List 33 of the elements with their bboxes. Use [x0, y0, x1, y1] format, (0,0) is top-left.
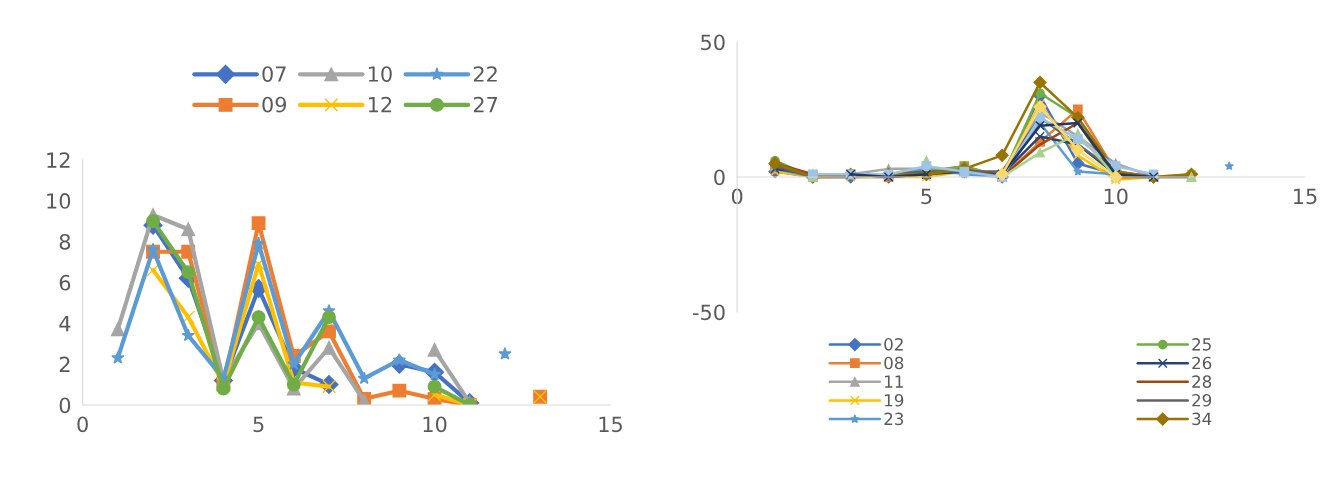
y-tick-label: 2: [59, 356, 70, 373]
y-tick-label: 50: [701, 34, 725, 51]
x-tick-label: 0: [731, 188, 743, 205]
legend-label: 10: [368, 66, 392, 82]
legend-label: 34: [1192, 412, 1212, 426]
y-tick-label: 0: [714, 169, 725, 186]
x-tick-label: 15: [599, 416, 622, 433]
legend-label: 11: [885, 375, 903, 388]
legend-label: 23: [884, 412, 904, 426]
x-tick-label: 10: [423, 416, 447, 433]
legend-label: 22: [473, 66, 497, 82]
legend-label: 12: [368, 96, 392, 113]
x-tick-label: 5: [253, 416, 264, 433]
y-tick-label: -50: [693, 304, 725, 321]
legend-label: 25: [1192, 338, 1211, 351]
x-tick-label: 15: [1294, 188, 1317, 205]
legend-label: 08: [884, 356, 904, 370]
legend-label: 07: [262, 66, 286, 82]
legend-label: 27: [473, 96, 498, 113]
legend-label: 02: [884, 338, 903, 351]
y-tick-label: 0: [59, 397, 71, 414]
legend-label: 28: [1192, 375, 1212, 388]
y-tick-label: 4: [59, 315, 71, 332]
y-tick-label: 6: [59, 274, 71, 291]
legend-label: 26: [1192, 356, 1212, 370]
x-tick-label: 10: [1104, 188, 1128, 205]
x-tick-label: 5: [921, 188, 932, 205]
y-tick-label: 12: [47, 152, 70, 168]
x-tick-label: 0: [77, 416, 88, 433]
legend-label: 19: [885, 393, 904, 407]
y-tick-label: 8: [59, 233, 71, 250]
legend-label: 09: [262, 96, 287, 113]
legend-label: 29: [1192, 393, 1212, 407]
